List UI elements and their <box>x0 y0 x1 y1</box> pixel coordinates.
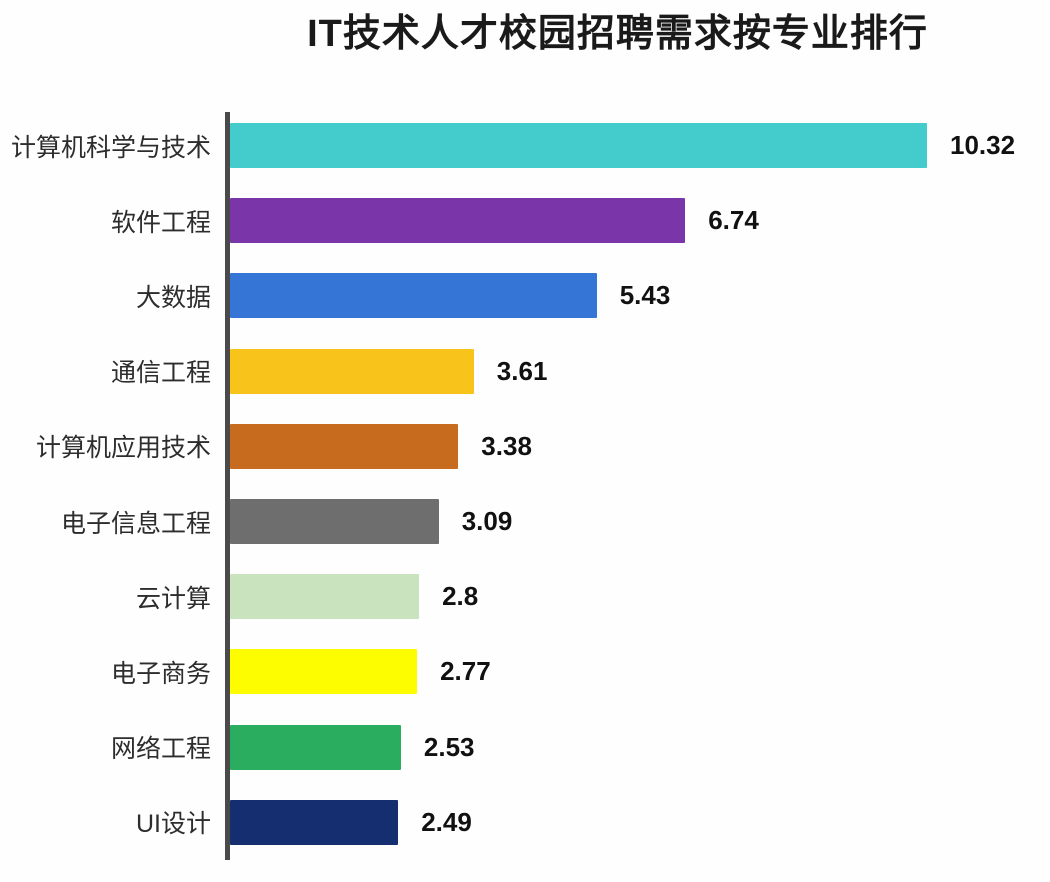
bar-row: 网络工程 2.53 <box>0 710 1050 785</box>
bar-row: 计算机科学与技术 10.32 <box>0 108 1050 183</box>
value-label: 3.38 <box>481 430 532 461</box>
bar <box>230 348 474 394</box>
category-label: 计算机应用技术 <box>35 434 211 463</box>
bar-area: 2.8 <box>230 574 1050 620</box>
bar-row: 电子信息工程 3.09 <box>0 484 1050 559</box>
bar-rows-container: 计算机科学与技术 10.32 软件工程 6.74 大数据 5.43 通信工程 3.61 计算机应… <box>0 108 1050 860</box>
bar-row: 云计算 2.8 <box>0 559 1050 634</box>
bar <box>230 574 420 620</box>
bar-row: 通信工程 3.61 <box>0 334 1050 409</box>
value-label: 2.8 <box>442 581 479 612</box>
value-label: 6.74 <box>708 205 759 236</box>
bar <box>230 649 418 695</box>
bar-row: UI设计 2.49 <box>0 785 1050 860</box>
bar-area: 3.09 <box>230 499 1050 545</box>
bar-area: 6.74 <box>230 198 1050 244</box>
bar-area: 3.38 <box>230 423 1050 469</box>
bar-area: 2.77 <box>230 649 1050 695</box>
value-label: 3.61 <box>496 355 548 386</box>
bar-row: 计算机应用技术 3.38 <box>0 409 1050 484</box>
bar <box>230 724 401 770</box>
value-label: 2.77 <box>440 656 491 687</box>
y-axis-line <box>225 112 230 860</box>
category-label: 网络工程 <box>110 735 211 764</box>
bar <box>230 273 597 319</box>
bar-row: 软件工程 6.74 <box>0 183 1050 258</box>
category-label: 软件工程 <box>110 208 211 237</box>
value-label: 3.09 <box>461 506 513 537</box>
bar-area: 3.61 <box>230 348 1050 394</box>
bar <box>230 198 686 244</box>
bar <box>230 499 439 545</box>
bar-row: 大数据 5.43 <box>0 258 1050 333</box>
bar-area: 2.53 <box>230 724 1050 770</box>
bar <box>230 423 459 469</box>
bar-area: 5.43 <box>230 273 1050 319</box>
bar-area: 10.32 <box>230 123 1050 169</box>
category-label: 电子信息工程 <box>60 509 211 538</box>
category-label: 通信工程 <box>110 359 211 388</box>
bar-row: 电子商务 2.77 <box>0 634 1050 709</box>
bar-area: 2.49 <box>230 799 1050 845</box>
category-label: 云计算 <box>135 584 211 613</box>
category-label: 大数据 <box>135 283 211 312</box>
bar <box>230 123 927 169</box>
value-label: 5.43 <box>619 280 671 311</box>
chart-title: IT技术人才校园招聘需求按专业排行 <box>307 13 928 55</box>
value-label: 2.49 <box>421 806 472 837</box>
bar <box>230 799 399 845</box>
category-label: UI设计 <box>135 810 211 839</box>
value-label: 10.32 <box>950 130 1016 161</box>
value-label: 2.53 <box>423 731 475 762</box>
category-label: 电子商务 <box>110 659 211 688</box>
category-label: 计算机科学与技术 <box>10 133 211 162</box>
